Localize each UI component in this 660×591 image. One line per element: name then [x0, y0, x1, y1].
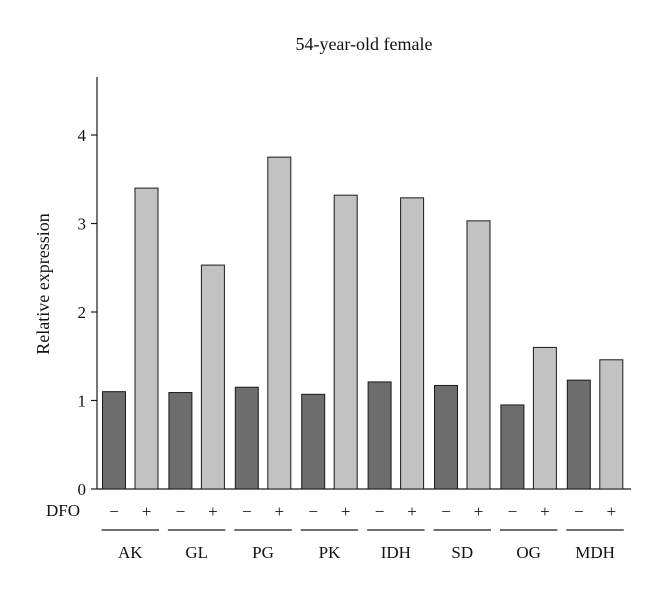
bar-ak-plus [134, 187, 159, 490]
bar-idh-plus [400, 197, 425, 490]
bar-og-minus [500, 404, 525, 490]
y-axis-ticks: 0 1 2 3 4 [78, 126, 97, 499]
y-tick-label: 2 [78, 303, 87, 322]
group-label: AK [118, 543, 143, 562]
dfo-sign: − [574, 502, 584, 521]
y-tick-label: 4 [78, 126, 87, 145]
dfo-sign: + [275, 502, 285, 521]
dfo-sign: − [441, 502, 451, 521]
group-labels: AK GL PG PK IDH SD OG MDH [118, 543, 615, 562]
y-tick-label: 0 [78, 480, 87, 499]
dfo-sign: − [109, 502, 119, 521]
dfo-sign: − [508, 502, 518, 521]
dfo-sign: + [142, 502, 152, 521]
dfo-sign: + [474, 502, 484, 521]
dfo-label: DFO [46, 501, 80, 520]
dfo-sign: + [540, 502, 550, 521]
bar-og-plus [532, 346, 557, 490]
chart-title: 54-year-old female [295, 34, 432, 54]
dfo-sign: + [341, 502, 351, 521]
dfo-sign: − [308, 502, 318, 521]
y-axis-label: Relative expression [33, 213, 53, 354]
dfo-sign: + [208, 502, 218, 521]
group-label: SD [451, 543, 473, 562]
bar-mdh-minus [566, 379, 591, 490]
dfo-sign: − [176, 502, 186, 521]
bar-idh-minus [367, 381, 392, 490]
group-label: MDH [575, 543, 615, 562]
bar-pk-minus [301, 393, 326, 490]
group-label: GL [185, 543, 208, 562]
y-tick-label: 1 [78, 392, 87, 411]
bar-pg-minus [234, 386, 259, 490]
dfo-signs-group: − + − + − + − + − + − + − + − + [109, 502, 616, 521]
group-label: IDH [381, 543, 411, 562]
bar-pk-plus [333, 194, 358, 490]
group-label: PG [252, 543, 274, 562]
bars-group [102, 156, 624, 490]
group-label: PK [319, 543, 341, 562]
dfo-sign: − [242, 502, 252, 521]
dfo-sign: + [607, 502, 617, 521]
bar-pg-plus [267, 156, 292, 490]
bar-gl-plus [200, 264, 225, 490]
group-label: OG [516, 543, 541, 562]
bar-ak-minus [102, 391, 126, 490]
bar-sd-plus [466, 220, 491, 490]
bar-gl-minus [168, 392, 193, 490]
y-tick-label: 3 [78, 215, 87, 234]
bar-sd-minus [434, 384, 458, 490]
bar-mdh-plus [599, 359, 624, 490]
dfo-sign: + [407, 502, 417, 521]
dfo-sign: − [375, 502, 385, 521]
